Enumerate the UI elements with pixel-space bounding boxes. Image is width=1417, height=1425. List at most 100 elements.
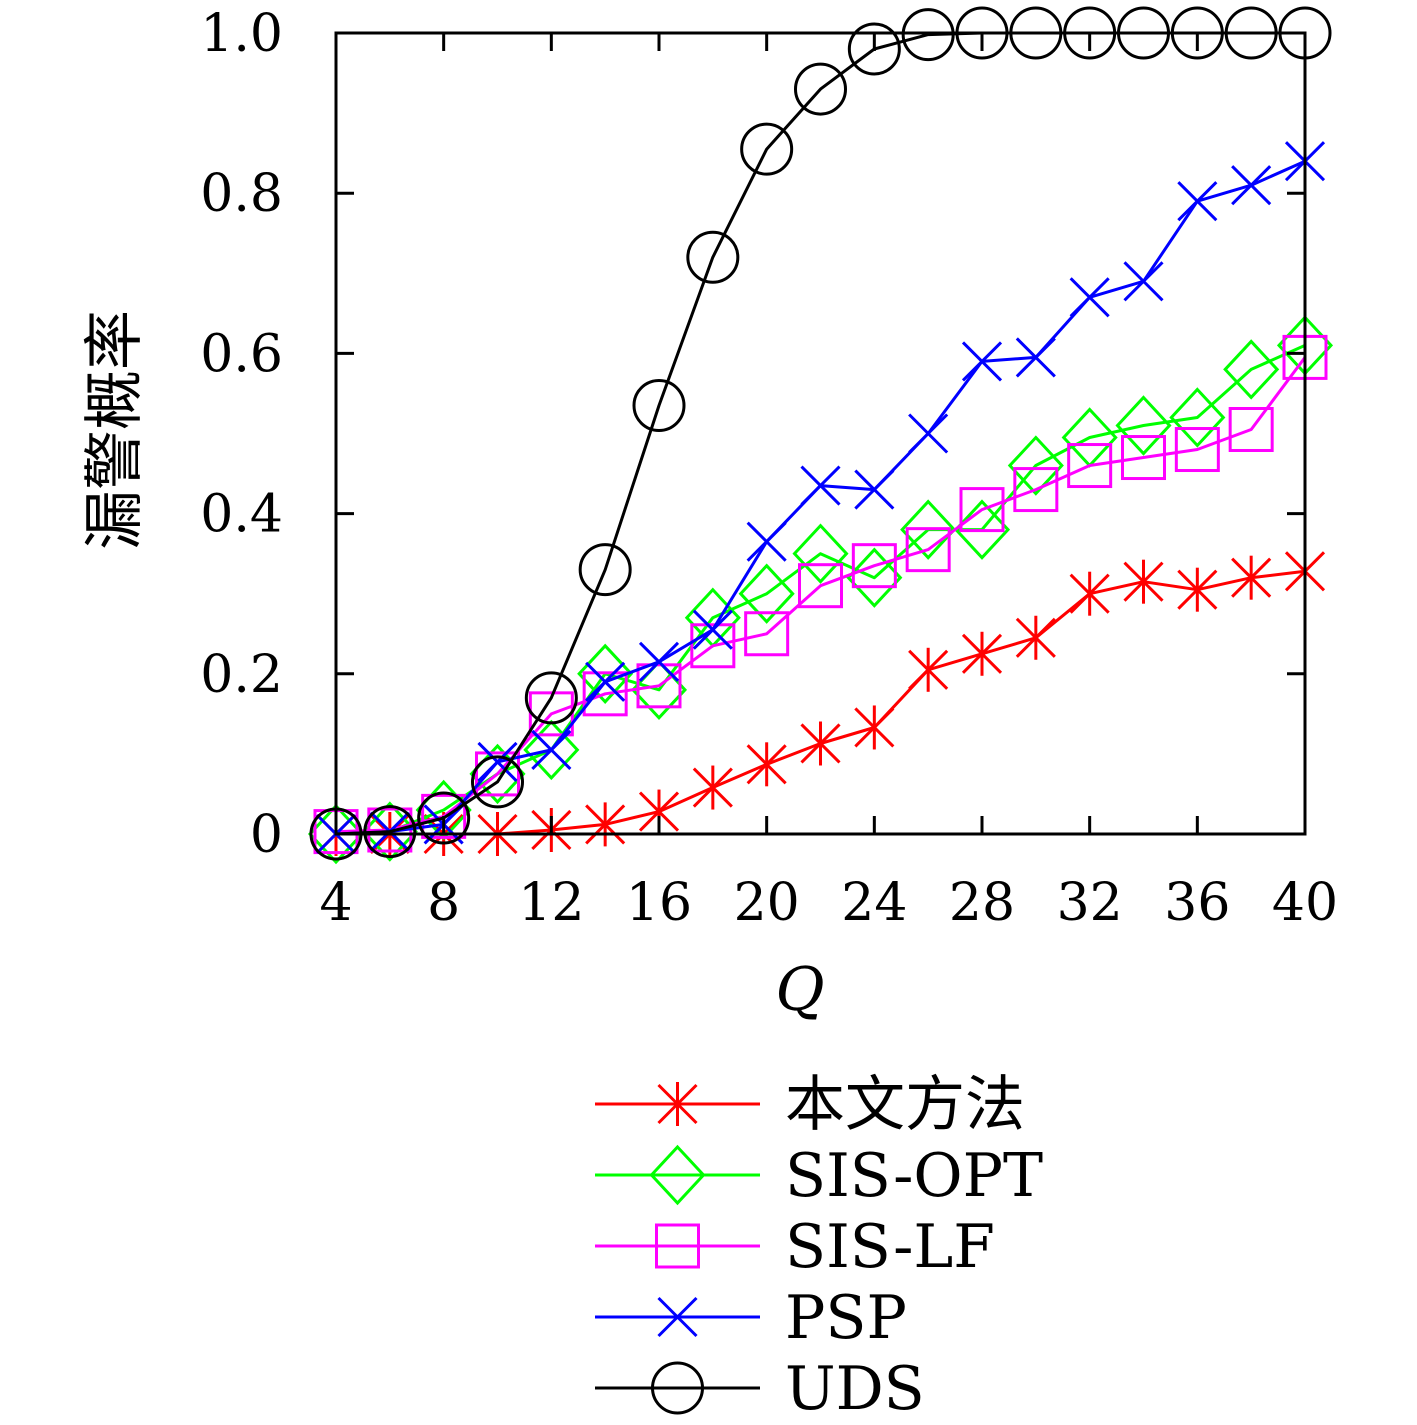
ticks-layer [334,31,1307,836]
data-point-4-2 [417,791,471,845]
data-point-2-8 [744,611,790,657]
legend-item-2: SIS-LF [595,1212,995,1282]
data-point-4-7 [686,230,740,284]
series-layer [307,6,1334,865]
data-point-3-13 [1015,337,1056,378]
legend-marker-3 [657,1296,698,1338]
plot-frame [334,31,1307,836]
data-point-3-10 [854,469,895,510]
data-point-4-3 [471,755,524,809]
data-point-0-13 [1015,615,1056,660]
data-point-0-17 [1231,555,1272,600]
data-point-2-5 [582,671,628,717]
x-axis-title: Q [775,955,824,1025]
data-point-1-13 [1007,435,1064,496]
data-point-3-4 [531,729,572,770]
tick-labels-layer: 4 8 12 16 20 24 28 32 36 40 0 0.2 0.4 0.6 0.8 1.0 [200,4,1338,933]
data-point-4-1 [363,805,417,859]
x-tick-label-6: 28 [949,873,1015,933]
x-tick-label-9: 40 [1272,873,1338,933]
legend-label-3: PSP [785,1283,907,1353]
data-point-1-17 [1223,339,1280,400]
data-point-4-10 [847,22,901,76]
data-point-3-11 [908,413,949,454]
data-point-2-13 [1013,467,1059,513]
legend-item-1: SIS-OPT [595,1141,1043,1211]
data-point-3-6 [638,641,680,682]
data-point-1-0 [307,803,365,865]
data-point-2-6 [636,663,682,709]
legend-label-4: UDS [785,1354,925,1420]
data-point-2-3 [475,751,520,797]
legend-item-4: UDS [595,1354,925,1424]
data-point-4-9 [794,62,847,116]
data-point-2-15 [1121,435,1166,481]
data-point-3-5 [585,661,626,702]
series-3 [315,141,1326,855]
y-tick-label-3: 0.6 [200,324,283,384]
data-point-1-12 [953,499,1011,560]
legend-marker-4 [651,1361,704,1415]
y-axis-title: 漏警概率 [80,310,150,550]
y-tick-label-2: 0.4 [200,485,283,545]
data-point-0-16 [1177,567,1218,612]
data-point-0-15 [1123,559,1164,604]
data-point-0-12 [961,631,1003,676]
data-point-0-11 [908,647,949,692]
x-tick-label-2: 12 [518,873,584,933]
x-tick-label-0: 4 [319,873,352,933]
x-tick-label-5: 24 [841,873,907,933]
data-point-2-14 [1067,443,1113,489]
data-point-2-7 [690,623,736,669]
data-point-1-8 [738,563,795,624]
data-point-1-16 [1169,387,1226,448]
data-point-1-4 [523,719,580,781]
data-point-4-6 [632,378,686,432]
data-point-4-4 [524,671,578,725]
legend-label-2: SIS-LF [785,1212,995,1282]
data-point-2-16 [1174,427,1220,473]
data-point-0-7 [692,765,733,810]
data-point-0-10 [854,705,895,750]
data-point-1-1 [361,801,418,862]
data-point-0-9 [800,721,841,766]
y-tick-label-5: 1.0 [200,4,283,64]
data-point-3-3 [477,741,518,782]
legend-item-3: PSP [595,1283,907,1353]
data-point-4-5 [578,543,632,597]
y-tick-label-4: 0.8 [200,164,283,224]
y-tick-label-0: 0 [250,805,283,865]
data-point-3-15 [1123,261,1164,302]
y-tick-label-1: 0.2 [200,645,283,705]
data-point-3-16 [1177,181,1218,222]
legend-label-1: SIS-OPT [785,1141,1043,1211]
legend-item-0: 本文方法 [595,1070,1025,1140]
data-point-0-14 [1069,571,1110,616]
series-2 [313,334,1328,855]
data-point-2-17 [1228,406,1274,452]
data-point-2-10 [851,543,897,589]
data-point-2-11 [905,527,951,573]
x-tick-label-1: 8 [427,873,460,933]
series-line-2 [335,356,1307,834]
legend-marker-1 [649,1144,706,1206]
legend-label-0: 本文方法 [785,1070,1025,1140]
data-point-0-5 [585,802,626,847]
data-point-4-8 [740,122,794,176]
data-point-2-2 [421,793,467,839]
data-point-3-12 [961,341,1003,382]
legend-marker-0 [657,1082,698,1126]
series-line-4 [335,31,1305,836]
legend-marker-2 [655,1223,700,1269]
data-point-2-12 [959,487,1005,533]
series-1 [307,315,1334,865]
data-point-3-8 [746,521,787,562]
x-tick-label-4: 20 [734,873,800,933]
data-point-3-17 [1231,165,1272,206]
x-tick-label-7: 32 [1057,873,1123,933]
x-tick-label-8: 36 [1164,873,1230,933]
data-point-4-11 [901,8,955,62]
